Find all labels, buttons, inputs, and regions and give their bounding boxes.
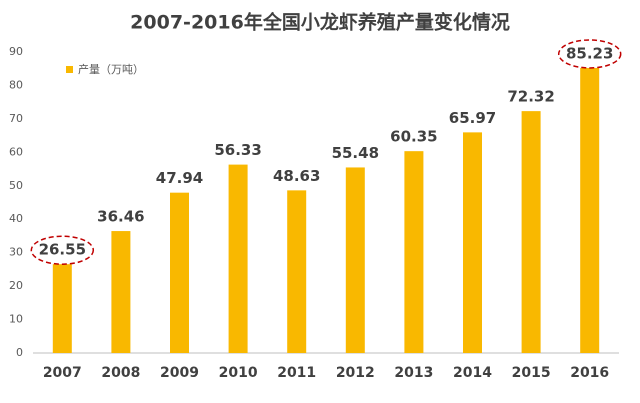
x-tick-label: 2016 bbox=[570, 365, 609, 381]
highlight-ellipse bbox=[30, 235, 95, 265]
highlight-ellipse bbox=[557, 39, 622, 69]
y-tick-label: 90 bbox=[9, 45, 23, 58]
value-label: 72.32 bbox=[507, 88, 554, 106]
value-label: 36.46 bbox=[97, 208, 144, 226]
bar bbox=[521, 111, 541, 353]
x-tick-label: 2007 bbox=[43, 365, 82, 381]
bar bbox=[170, 192, 189, 353]
legend-label: 产量（万吨） bbox=[78, 62, 144, 76]
bar bbox=[228, 164, 248, 353]
bar bbox=[463, 132, 482, 353]
y-tick-label: 20 bbox=[9, 279, 23, 292]
legend-swatch bbox=[66, 66, 73, 73]
bar bbox=[111, 231, 131, 353]
value-label: 26.55 bbox=[39, 241, 86, 259]
y-tick-label: 70 bbox=[9, 112, 23, 125]
value-label: 47.94 bbox=[156, 169, 203, 187]
chart-title: 2007-2016年全国小龙虾养殖产量变化情况 bbox=[130, 11, 510, 34]
bar bbox=[404, 151, 424, 353]
y-tick-label: 40 bbox=[9, 212, 23, 225]
value-label: 60.35 bbox=[390, 128, 437, 146]
bar bbox=[52, 264, 72, 353]
x-tick-label: 2013 bbox=[394, 365, 433, 381]
bar bbox=[345, 167, 365, 353]
value-label: 85.23 bbox=[566, 44, 613, 62]
value-label: 55.48 bbox=[332, 144, 379, 162]
x-tick-label: 2011 bbox=[277, 365, 316, 381]
value-label: 65.97 bbox=[449, 109, 496, 127]
y-tick-label: 30 bbox=[9, 246, 23, 259]
x-tick-label: 2015 bbox=[512, 365, 551, 381]
x-tick-label: 2008 bbox=[101, 365, 140, 381]
x-tick-label: 2009 bbox=[160, 365, 199, 381]
y-tick-label: 80 bbox=[9, 78, 23, 91]
bar bbox=[580, 67, 600, 353]
x-tick-label: 2014 bbox=[453, 365, 492, 381]
y-tick-label: 50 bbox=[9, 179, 23, 192]
value-label: 56.33 bbox=[214, 141, 261, 159]
y-tick-label: 10 bbox=[9, 313, 23, 326]
bar bbox=[287, 190, 307, 353]
y-tick-label: 0 bbox=[16, 346, 23, 359]
x-tick-label: 2010 bbox=[219, 365, 258, 381]
x-tick-label: 2012 bbox=[336, 365, 375, 381]
value-label: 48.63 bbox=[273, 167, 320, 185]
y-tick-label: 60 bbox=[9, 145, 23, 158]
